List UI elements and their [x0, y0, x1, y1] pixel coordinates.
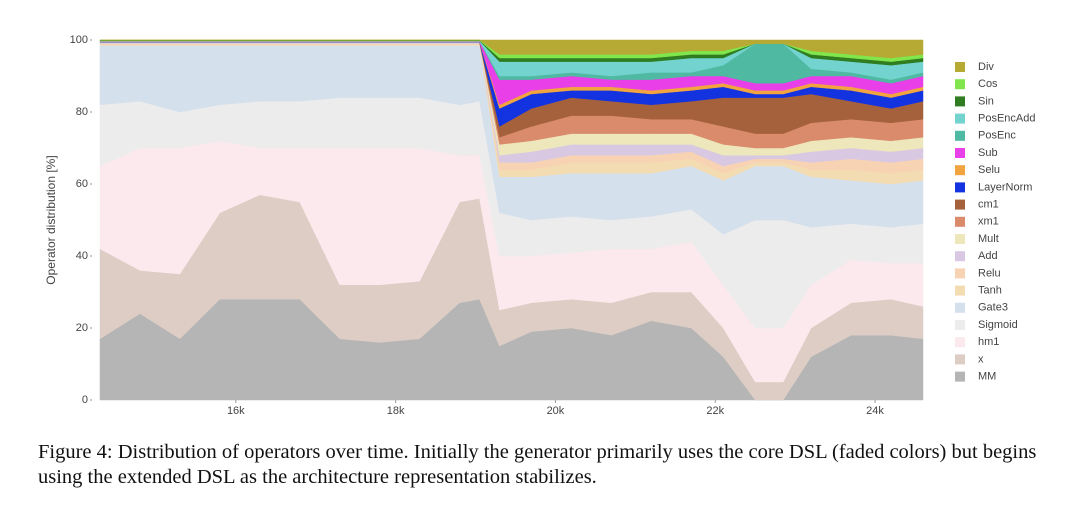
legend-label: Sigmoid [978, 319, 1018, 331]
legend-label: Gate3 [978, 302, 1008, 314]
x-tick-label: 18k [387, 405, 405, 417]
legend-swatch [955, 216, 965, 227]
legend-swatch [955, 79, 965, 90]
y-tick-label: 0 [82, 394, 88, 406]
x-tick-label: 24k [866, 405, 884, 417]
legend-label: Cos [978, 78, 998, 90]
legend-label: Tanh [978, 285, 1002, 297]
x-tick-label: 22k [706, 405, 724, 417]
caption: Figure 4: Distribution of operators over… [38, 441, 1037, 488]
legend-label: LayerNorm [978, 181, 1032, 193]
legend-label: PosEnc [978, 130, 1016, 142]
legend-label: Selu [978, 164, 1000, 176]
legend-swatch [955, 62, 965, 72]
legend-swatch [955, 371, 965, 382]
legend-label: Mult [978, 233, 999, 245]
legend-label: x [978, 353, 984, 365]
legend-swatch [955, 320, 965, 330]
y-tick-label: 100 [70, 34, 88, 46]
legend-swatch [955, 148, 965, 158]
legend-label: PosEncAdd [978, 113, 1035, 125]
legend-swatch [955, 199, 965, 210]
legend-label: Add [978, 250, 998, 262]
legend-swatch [955, 113, 965, 124]
legend-swatch [955, 165, 965, 176]
y-tick-label: 20 [76, 322, 88, 334]
legend-swatch [955, 268, 965, 279]
chart: Operator distribution [%] 0 20 40 60 80 100 16… [44, 34, 1035, 417]
y-tick-label: 40 [76, 250, 88, 262]
legend-swatch [955, 182, 965, 193]
legend-swatch [955, 354, 965, 365]
x-tick-label: 20k [547, 405, 565, 417]
y-tick-label: 80 [76, 106, 88, 118]
area [99, 39, 924, 59]
legend-label: cm1 [978, 199, 999, 211]
y-axis-title: Operator distribution [%] [44, 155, 58, 284]
legend-label: Sin [978, 95, 994, 107]
legend-swatch [955, 285, 965, 296]
legend-swatch [955, 234, 965, 244]
legend-swatch [955, 302, 965, 313]
y-tick-label: 60 [76, 178, 88, 190]
legend-swatch [955, 337, 965, 348]
legend-label: Sub [978, 147, 998, 159]
legend-label: Div [978, 61, 994, 73]
x-tick-label: 16k [227, 405, 245, 417]
legend-swatch [955, 130, 965, 141]
legend-label: Relu [978, 267, 1001, 279]
legend-label: hm1 [978, 336, 999, 348]
legend-swatch [955, 96, 965, 107]
legend-label: MM [978, 371, 996, 383]
legend-swatch [955, 251, 965, 262]
legend-label: xm1 [978, 216, 999, 228]
